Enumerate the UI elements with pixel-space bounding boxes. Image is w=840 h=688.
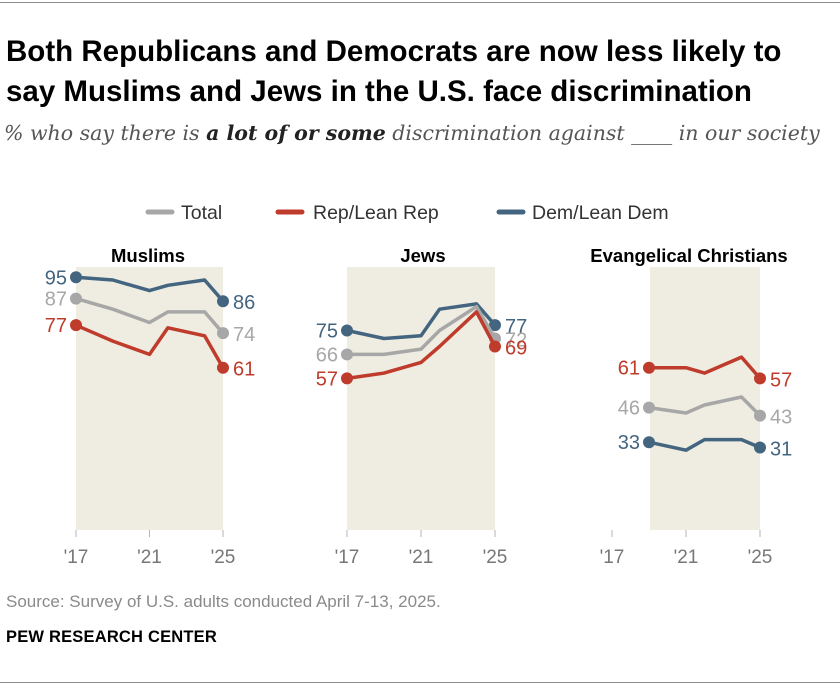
start-label-muslims-total: 87 xyxy=(45,289,67,311)
legend-label-total: Total xyxy=(181,202,222,224)
start-point-jews-total xyxy=(341,348,353,361)
legend-label-dem: Dem/Lean Dem xyxy=(532,202,669,224)
x-tick-label-evangelical-christians-1: '21 xyxy=(674,547,699,568)
pew-logo-text: PEW RESEARCH CENTER xyxy=(6,628,217,646)
end-label-evangelical-christians-dem-lean-dem: 31 xyxy=(770,439,792,461)
panel-muslims: Muslims '17 '21 '25 95 86 87 74 77 61 xyxy=(45,245,256,568)
x-tick-label-muslims-1: '21 xyxy=(137,547,162,568)
end-point-jews-dem-lean-dem xyxy=(489,319,501,332)
panel-title-jews: Jews xyxy=(400,245,445,266)
start-label-jews-dem-lean-dem: 75 xyxy=(316,321,338,343)
start-point-evangelical-christians-dem-lean-dem xyxy=(643,436,655,449)
end-point-jews-rep-lean-rep xyxy=(489,340,501,353)
end-label-jews-dem-lean-dem: 77 xyxy=(505,316,527,338)
series-line-jews-dem-lean-dem xyxy=(345,302,497,341)
top-rule xyxy=(0,2,840,3)
series-line-muslims-dem-lean-dem xyxy=(74,275,225,303)
series-line-evangelical-christians-rep-lean-rep xyxy=(647,355,762,381)
end-point-muslims-rep-lean-rep xyxy=(217,361,229,374)
start-label-evangelical-christians-dem-lean-dem: 33 xyxy=(618,432,640,454)
start-label-jews-rep-lean-rep: 57 xyxy=(316,368,338,390)
legend-item-rep: Rep/Lean Rep xyxy=(275,202,439,224)
x-tick-label-evangelical-christians-2: '25 xyxy=(748,547,773,568)
start-point-muslims-total xyxy=(70,292,82,305)
series-line-jews-total xyxy=(345,304,497,357)
series-line-muslims-total xyxy=(74,296,225,335)
start-point-muslims-dem-lean-dem xyxy=(70,271,82,284)
panel-background-jews xyxy=(347,267,495,530)
end-label-jews-total: 72 xyxy=(505,329,527,351)
end-point-muslims-dem-lean-dem xyxy=(217,295,229,308)
end-label-muslims-total: 74 xyxy=(233,324,255,346)
x-tick-label-muslims-2: '25 xyxy=(211,547,236,568)
chart-subtitle: % who say there is a lot of or some disc… xyxy=(4,117,824,150)
end-point-evangelical-christians-total xyxy=(754,409,766,422)
x-tick-label-jews-2: '25 xyxy=(483,547,508,568)
start-point-evangelical-christians-total xyxy=(643,401,655,414)
start-point-evangelical-christians-rep-lean-rep xyxy=(643,361,655,374)
subtitle-emphasis: a lot of or some xyxy=(206,121,386,145)
start-point-muslims-rep-lean-rep xyxy=(70,319,82,332)
source-note: Source: Survey of U.S. adults conducted … xyxy=(6,592,441,611)
panel-title-muslims: Muslims xyxy=(111,245,185,266)
subtitle-before: % who say there is xyxy=(4,121,207,145)
end-label-evangelical-christians-rep-lean-rep: 57 xyxy=(770,369,792,391)
end-label-muslims-dem-lean-dem: 86 xyxy=(233,292,255,314)
legend-label-rep: Rep/Lean Rep xyxy=(313,202,439,224)
start-label-muslims-rep-lean-rep: 77 xyxy=(45,315,67,337)
end-label-evangelical-christians-total: 43 xyxy=(770,407,792,429)
legend: Total Rep/Lean Rep Dem/Lean Dem xyxy=(145,202,669,224)
x-tick-label-evangelical-christians-0: '17 xyxy=(600,547,625,568)
start-point-jews-rep-lean-rep xyxy=(341,372,353,385)
start-label-muslims-dem-lean-dem: 95 xyxy=(45,267,67,289)
bottom-rule xyxy=(0,682,840,683)
series-line-jews-rep-lean-rep xyxy=(345,310,497,381)
start-label-jews-total: 66 xyxy=(316,344,338,366)
end-point-evangelical-christians-dem-lean-dem xyxy=(754,441,766,454)
x-tick-label-jews-1: '21 xyxy=(409,547,434,568)
start-label-evangelical-christians-total: 46 xyxy=(618,398,640,420)
chart-title: Both Republicans and Democrats are now l… xyxy=(6,35,782,108)
legend-item-dem: Dem/Lean Dem xyxy=(496,202,669,224)
start-point-jews-dem-lean-dem xyxy=(341,324,353,337)
panel-title-evangelical-christians: Evangelical Christians xyxy=(590,245,787,266)
x-tick-label-muslims-0: '17 xyxy=(64,547,89,568)
end-point-muslims-total xyxy=(217,327,229,340)
x-tick-label-jews-0: '17 xyxy=(335,547,360,568)
panel-jews: Jews '17 '21 '25 75 77 66 72 57 69 xyxy=(316,245,528,568)
panel-evangelical-christians: Evangelical Christians '17 '21 '25 61 57 46 43 3… xyxy=(590,245,792,568)
series-line-evangelical-christians-dem-lean-dem xyxy=(647,437,762,452)
series-line-evangelical-christians-total xyxy=(647,395,762,418)
subtitle-after: discrimination against ____ in our socie… xyxy=(385,121,820,145)
end-label-jews-rep-lean-rep: 69 xyxy=(505,337,527,359)
end-point-evangelical-christians-rep-lean-rep xyxy=(754,372,766,385)
series-line-muslims-rep-lean-rep xyxy=(74,323,225,370)
start-label-evangelical-christians-rep-lean-rep: 61 xyxy=(618,358,640,380)
legend-item-total: Total xyxy=(145,202,222,224)
end-label-muslims-rep-lean-rep: 61 xyxy=(233,359,255,381)
